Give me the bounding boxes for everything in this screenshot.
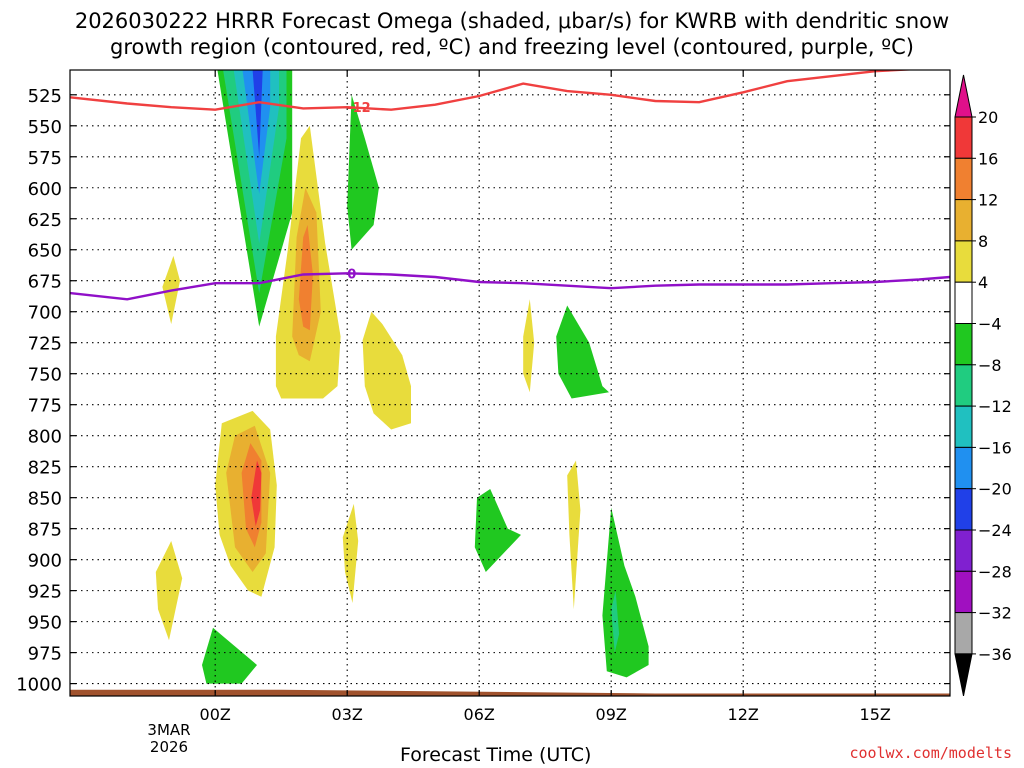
colorbar-bin-10 bbox=[954, 529, 973, 572]
x-tick-label-00Z: 00Z bbox=[200, 705, 231, 724]
colorbar-label-8: −16 bbox=[978, 438, 1012, 457]
colorbar-label-3: 8 bbox=[978, 232, 988, 251]
y-tick-label-675: 675 bbox=[28, 272, 62, 293]
x-date-label: 3MAR 2026 bbox=[146, 722, 192, 756]
y-axis: 525 550 575 600 625 650 675 700 725 750 775 800 825 8… bbox=[16, 86, 950, 696]
y-tick-label-825: 825 bbox=[28, 458, 62, 479]
y-tick-label-775: 775 bbox=[28, 396, 62, 417]
y-tick-label-575: 575 bbox=[28, 148, 62, 169]
omega-region-15 bbox=[362, 311, 411, 430]
colorbar-bin-2 bbox=[954, 199, 973, 242]
x-date-label-day: 3MAR bbox=[147, 721, 191, 739]
x-tick-label-09Z: 09Z bbox=[596, 705, 627, 724]
colorbar-label-13: −36 bbox=[978, 645, 1012, 664]
omega-region-19 bbox=[202, 627, 257, 684]
colorbar-bin-8 bbox=[954, 446, 973, 490]
credit-link[interactable]: coolwx.com/modelts bbox=[849, 744, 1012, 762]
y-tick-label-550: 550 bbox=[28, 117, 62, 138]
omega-shading-layer bbox=[155, 70, 649, 684]
omega-region-17 bbox=[567, 460, 581, 610]
y-tick-label-750: 750 bbox=[28, 365, 62, 386]
omega-region-22 bbox=[602, 507, 649, 678]
colorbar-bin-6 bbox=[954, 364, 973, 407]
colorbar-bin-9 bbox=[954, 488, 973, 531]
y-tick-label-700: 700 bbox=[28, 303, 62, 324]
colorbar-label-6: −8 bbox=[978, 356, 1002, 375]
colorbar-label-9: −20 bbox=[978, 480, 1012, 499]
x-axis-title: Forecast Time (UTC) bbox=[400, 744, 592, 766]
contour-line-0 bbox=[70, 70, 920, 111]
colorbar-bin-1 bbox=[954, 157, 973, 201]
y-tick-label-725: 725 bbox=[28, 334, 62, 355]
colorbar-bottom-arrow bbox=[954, 653, 973, 696]
x-axis: 00Z 03Z 06Z 09Z 12Z 15Z bbox=[200, 70, 891, 724]
omega-region-21 bbox=[556, 305, 609, 399]
terrain-surface bbox=[70, 689, 950, 696]
y-tick-label-850: 850 bbox=[28, 489, 62, 510]
terrain-layer bbox=[70, 689, 950, 696]
x-date-label-year: 2026 bbox=[149, 738, 189, 756]
x-tick-label-06Z: 06Z bbox=[464, 705, 495, 724]
colorbar-label-10: −24 bbox=[978, 521, 1012, 540]
contour-line-1 bbox=[70, 272, 950, 301]
omega-region-16 bbox=[523, 299, 535, 393]
omega-region-18 bbox=[347, 94, 379, 250]
omega-region-14 bbox=[342, 503, 359, 603]
y-tick-label-900: 900 bbox=[28, 551, 62, 572]
contour-layer: -12 0 bbox=[70, 70, 950, 301]
colorbar-bin-4 bbox=[954, 281, 973, 325]
chart-title-line-2: growth region (contoured, red, ºC) and f… bbox=[110, 35, 914, 59]
plot-frame bbox=[69, 69, 951, 697]
chart-title-line-1: 2026030222 HRRR Forecast Omega (shaded, … bbox=[74, 9, 950, 33]
y-tick-label-625: 625 bbox=[28, 210, 62, 231]
grid-layer bbox=[70, 70, 950, 696]
colorbar-label-4: 4 bbox=[978, 273, 988, 292]
y-tick-label-975: 975 bbox=[28, 644, 62, 665]
omega-region-7 bbox=[298, 225, 313, 331]
y-tick-label-525: 525 bbox=[28, 86, 62, 107]
omega-region-11 bbox=[251, 460, 262, 527]
omega-region-3 bbox=[242, 70, 271, 194]
omega-region-20 bbox=[474, 489, 521, 572]
y-tick-label-950: 950 bbox=[28, 613, 62, 634]
colorbar-label-1: 16 bbox=[978, 149, 998, 168]
y-tick-label-925: 925 bbox=[28, 582, 62, 603]
colorbar-label-7: −12 bbox=[978, 397, 1012, 416]
omega-region-4 bbox=[252, 70, 263, 157]
y-tick-label-650: 650 bbox=[28, 241, 62, 262]
colorbar-bin-7 bbox=[954, 405, 973, 448]
colorbar-label-0: 20 bbox=[978, 108, 998, 127]
colorbar-bin-12 bbox=[954, 612, 973, 655]
colorbar: 20 16 12 8 4 −4 −8 −12 −16 −20 −24 −28 −32 −36 bbox=[954, 74, 1012, 696]
x-tick-label-12Z: 12Z bbox=[728, 705, 759, 724]
colorbar-bin-11 bbox=[954, 570, 973, 614]
x-tick-label-03Z: 03Z bbox=[332, 705, 363, 724]
y-tick-label-1000: 1000 bbox=[16, 675, 62, 696]
colorbar-bin-3 bbox=[954, 240, 973, 283]
contour-label-0: -12 bbox=[347, 101, 371, 116]
colorbar-bin-0 bbox=[954, 116, 973, 159]
colorbar-label-12: −32 bbox=[978, 604, 1012, 623]
colorbar-bin-5 bbox=[954, 323, 973, 366]
y-tick-label-600: 600 bbox=[28, 179, 62, 200]
contour-label-1: 0 bbox=[347, 267, 356, 282]
x-tick-label-15Z: 15Z bbox=[860, 705, 891, 724]
colorbar-label-5: −4 bbox=[978, 315, 1002, 334]
colorbar-top-arrow bbox=[954, 74, 973, 118]
chart-title: 2026030222 HRRR Forecast Omega (shaded, … bbox=[0, 8, 1024, 60]
y-tick-label-800: 800 bbox=[28, 427, 62, 448]
colorbar-label-11: −28 bbox=[978, 562, 1012, 581]
colorbar-label-2: 12 bbox=[978, 191, 998, 210]
y-tick-label-875: 875 bbox=[28, 520, 62, 541]
